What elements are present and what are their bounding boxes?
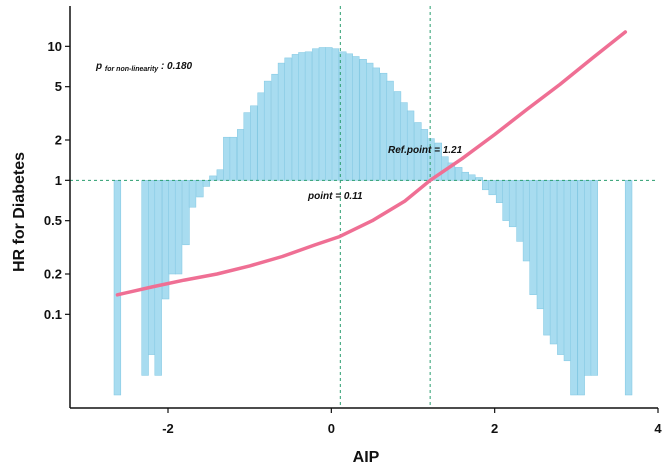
x-tick-label: 2: [491, 421, 498, 436]
reference-lines: [70, 6, 658, 408]
histogram-bar: [188, 180, 197, 208]
histogram-bar: [502, 180, 510, 221]
histogram-bar: [154, 180, 162, 376]
y-tick-label: 0.5: [44, 213, 62, 228]
histogram-bar: [141, 180, 149, 376]
y-axis-title: HR for Diabetes: [11, 152, 28, 272]
histogram-bar: [304, 51, 313, 181]
histogram-bar: [250, 105, 258, 181]
axes: -2 0 2 4 10 5 2 1 0.5 0.2 0.1: [44, 6, 662, 436]
y-tick-label: 1: [55, 173, 62, 188]
histogram-bar: [216, 169, 224, 181]
p-value: : 0.180: [161, 61, 193, 72]
y-tick-label: 0.1: [44, 307, 62, 322]
histogram-bar: [196, 180, 204, 198]
histogram-bar: [202, 180, 211, 187]
histogram-bar: [447, 162, 456, 181]
histogram-bar: [243, 112, 251, 181]
histogram-bar: [495, 180, 504, 203]
histogram-bar: [161, 180, 170, 300]
histogram-bar: [113, 180, 122, 396]
histogram-bar: [359, 59, 367, 181]
histogram-bar: [529, 180, 537, 295]
p-nonlinearity-annotation: p for non-linearity : 0.180: [95, 61, 193, 74]
histogram-bar: [590, 180, 598, 376]
histogram-bar: [312, 48, 320, 181]
histogram-bar: [488, 180, 496, 196]
histogram-bar: [482, 180, 490, 191]
x-axis-title: AIP: [353, 449, 380, 466]
histogram-bar: [461, 171, 469, 181]
histogram-bar: [271, 73, 279, 181]
histogram-bar: [577, 180, 585, 396]
x-tick-label: 4: [654, 421, 662, 436]
histogram-bar: [325, 47, 333, 181]
histogram-bar: [516, 180, 524, 242]
histogram-bar: [174, 180, 183, 275]
histogram-bar: [379, 72, 388, 181]
histogram-bar: [352, 56, 360, 181]
histogram-bar: [468, 174, 476, 181]
histogram-bar: [298, 52, 306, 181]
histogram-bar: [386, 80, 394, 181]
histogram-bar: [536, 180, 545, 310]
y-tick-label: 10: [48, 39, 62, 54]
histogram-bar: [277, 62, 286, 181]
histogram-layer: [113, 47, 633, 396]
histogram-bar: [263, 80, 272, 181]
histogram-bar: [557, 180, 565, 355]
histogram-bar: [168, 180, 176, 275]
histogram-bar: [543, 180, 551, 336]
histogram-bar: [284, 57, 292, 181]
point-annotation: point = 0.11: [307, 191, 363, 202]
histogram-bar: [570, 180, 578, 396]
histogram-bar: [345, 53, 353, 181]
ref-point-annotation: Ref.point = 1.21: [388, 145, 463, 156]
x-tick-label: 0: [328, 421, 335, 436]
histogram-bar: [393, 91, 402, 181]
histogram-bar: [229, 136, 237, 181]
histogram-bar: [372, 67, 380, 181]
histogram-bar: [406, 110, 415, 181]
histogram-bar: [624, 180, 633, 396]
histogram-bar: [182, 180, 190, 246]
y-tick-label: 0.2: [44, 267, 62, 282]
p-symbol: p: [95, 61, 102, 72]
y-tick-label: 5: [55, 79, 62, 94]
histogram-bar: [455, 167, 463, 181]
histogram-bar: [366, 62, 374, 181]
histogram-bar: [400, 102, 408, 181]
histogram-bar: [223, 136, 231, 181]
histogram-bar: [257, 92, 265, 181]
histogram-bar: [508, 180, 517, 228]
x-tick-label: -2: [162, 421, 174, 436]
histogram-bar: [237, 129, 245, 181]
y-tick-label: 2: [55, 133, 62, 148]
hr-curve: [115, 30, 628, 297]
histogram-bar: [522, 180, 531, 262]
histogram-bar: [148, 180, 156, 355]
histogram-bar: [563, 180, 572, 362]
histogram-bar: [318, 47, 327, 181]
histogram-bar: [291, 54, 300, 181]
histogram-bar: [331, 48, 340, 181]
curve-layer: [115, 30, 628, 297]
histogram-bar: [584, 180, 592, 376]
p-subscript: for non-linearity: [105, 66, 159, 73]
histogram-bar: [209, 175, 217, 181]
histogram-bar: [549, 180, 558, 345]
